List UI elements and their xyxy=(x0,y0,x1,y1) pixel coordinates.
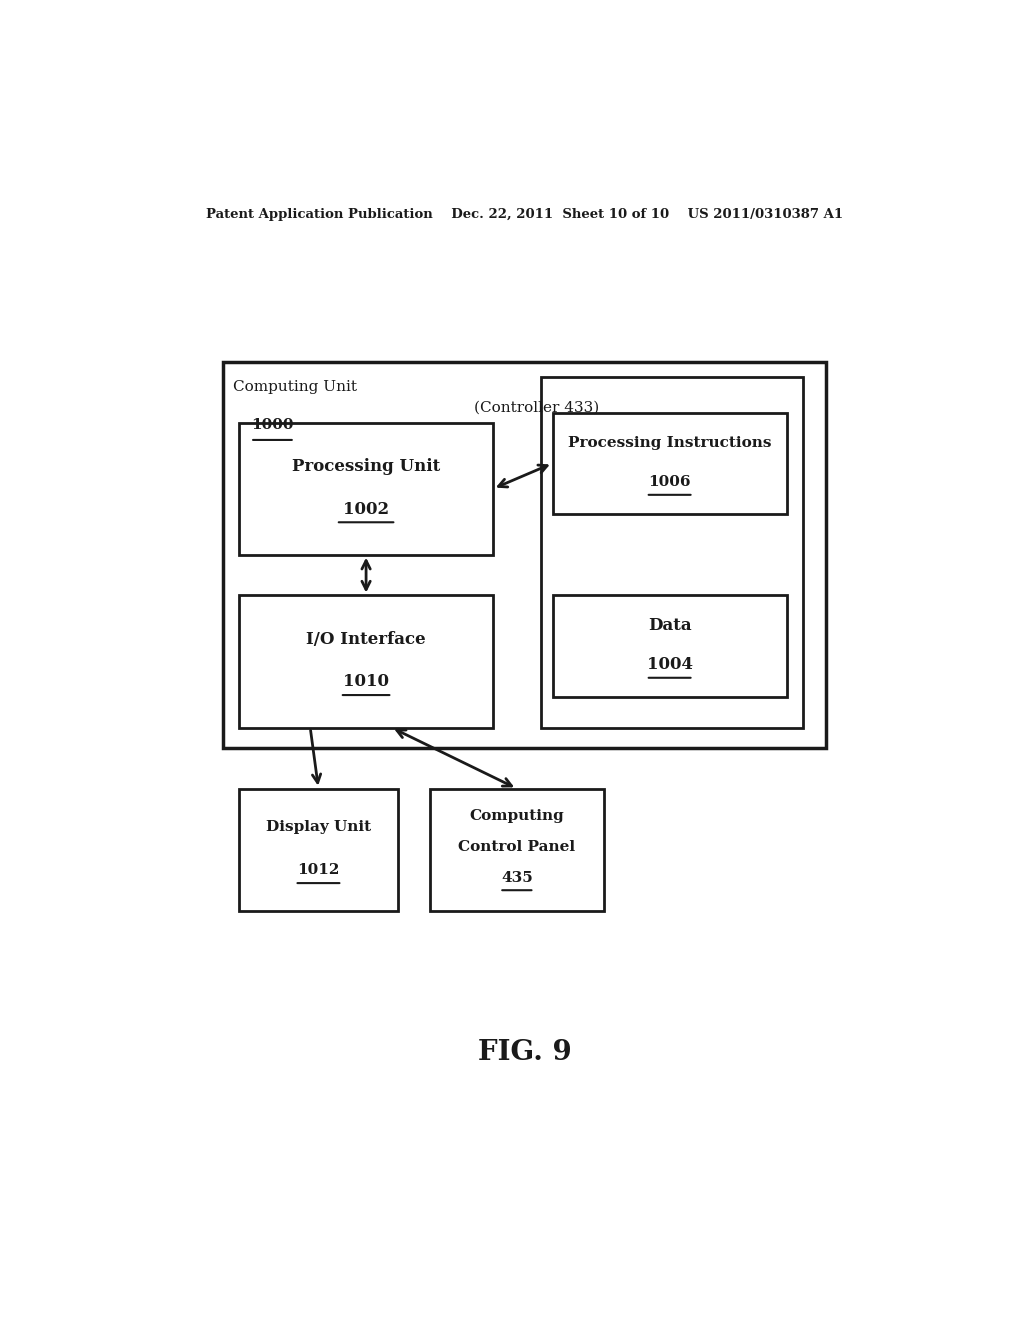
Text: I/O Interface: I/O Interface xyxy=(306,631,426,648)
Text: 1006: 1006 xyxy=(648,475,691,488)
Text: Computing: Computing xyxy=(469,809,564,822)
Text: 1010: 1010 xyxy=(343,673,389,690)
Text: Processing Instructions: Processing Instructions xyxy=(568,436,771,450)
Text: Display Unit: Display Unit xyxy=(266,820,371,834)
Text: Computing Unit: Computing Unit xyxy=(232,380,356,393)
Text: FIG. 9: FIG. 9 xyxy=(478,1039,571,1067)
Text: 1000: 1000 xyxy=(251,417,294,432)
Text: Control Panel: Control Panel xyxy=(459,840,575,854)
Text: Processing Unit: Processing Unit xyxy=(292,458,440,475)
Text: 435: 435 xyxy=(501,871,532,884)
Text: Data: Data xyxy=(648,618,691,635)
FancyBboxPatch shape xyxy=(430,788,604,911)
Text: 1002: 1002 xyxy=(343,500,389,517)
Text: 1012: 1012 xyxy=(297,863,340,876)
FancyBboxPatch shape xyxy=(541,378,803,727)
FancyBboxPatch shape xyxy=(240,422,494,554)
FancyBboxPatch shape xyxy=(223,362,826,748)
Text: Patent Application Publication    Dec. 22, 2011  Sheet 10 of 10    US 2011/03103: Patent Application Publication Dec. 22, … xyxy=(206,207,844,220)
FancyBboxPatch shape xyxy=(553,412,786,515)
Text: 1004: 1004 xyxy=(646,656,692,673)
FancyBboxPatch shape xyxy=(553,595,786,697)
FancyBboxPatch shape xyxy=(240,595,494,727)
Text: (Controller 433): (Controller 433) xyxy=(474,400,599,414)
FancyBboxPatch shape xyxy=(240,788,397,911)
